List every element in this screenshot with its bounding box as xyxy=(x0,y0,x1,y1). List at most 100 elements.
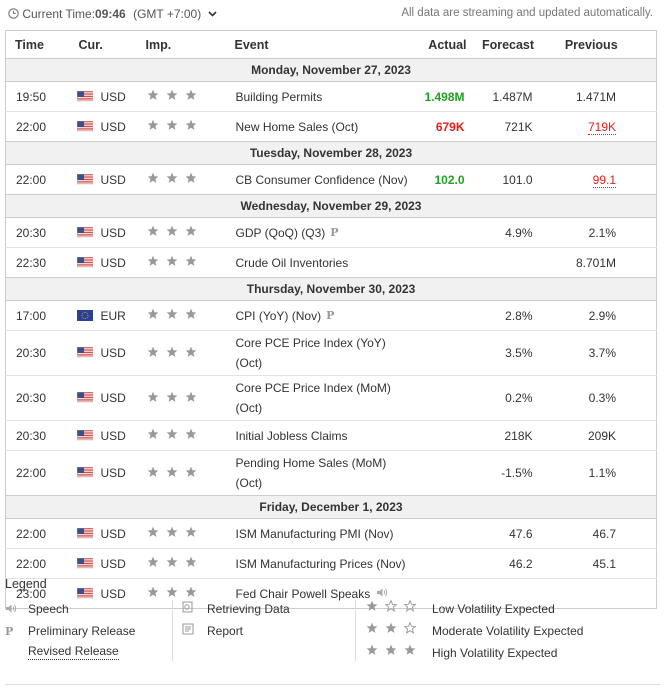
column-header[interactable]: Event xyxy=(225,30,416,59)
event-cell: ISM Manufacturing Prices (Nov) xyxy=(225,548,416,579)
speech-icon xyxy=(377,588,388,597)
column-header[interactable]: Forecast xyxy=(470,30,546,59)
previous: 46.7 xyxy=(592,526,616,541)
event-row[interactable]: 22:00 USD CB Consumer Confidence (Nov) 102.… xyxy=(5,164,657,195)
column-header[interactable]: Cur. xyxy=(70,30,141,59)
forecast-cell: -1.5% xyxy=(470,450,546,496)
event[interactable]: ISM Manufacturing PMI (Nov) xyxy=(235,526,394,541)
time: 20:30 xyxy=(5,420,71,451)
event[interactable]: New Home Sales (Oct) xyxy=(235,119,359,134)
event[interactable]: Building Permits xyxy=(235,89,323,104)
current-time-label: Current Time: xyxy=(22,7,96,21)
event-cell: CPI (YoY) (Nov) P xyxy=(225,300,416,331)
column-header[interactable]: Time xyxy=(5,30,71,59)
day-row: Monday, November 27, 2023 xyxy=(5,58,657,82)
legend-title: Legend xyxy=(5,577,47,591)
flag xyxy=(76,256,93,268)
flag xyxy=(76,120,93,132)
event[interactable]: Fed Chair Powell Speaks xyxy=(235,586,371,601)
event-row[interactable]: 20:30 USD Core PCE Price Index (YoY) (Oct)… xyxy=(5,330,657,376)
importance-stars xyxy=(147,172,204,187)
event[interactable]: Pending Home Sales (MoM) (Oct) xyxy=(235,456,387,490)
legend-item: High Volatility Expected xyxy=(366,642,557,660)
column-header[interactable]: Actual xyxy=(415,30,471,59)
star xyxy=(147,556,158,568)
legend-label: High Volatility Expected xyxy=(432,646,558,660)
importance-cell xyxy=(140,450,226,496)
legend-label: Report xyxy=(207,624,244,638)
star xyxy=(166,428,177,440)
previous[interactable]: 719K xyxy=(587,119,616,135)
legend-label: Low Volatility Expected xyxy=(432,602,555,616)
event[interactable]: CPI (YoY) (Nov) xyxy=(235,308,322,323)
star xyxy=(185,556,196,568)
event-row[interactable]: 22:00 USD Pending Home Sales (MoM) (Oct) -1… xyxy=(5,450,657,496)
forecast: 721K xyxy=(504,119,533,134)
importance-cell xyxy=(140,420,226,451)
flag xyxy=(76,391,93,404)
star xyxy=(185,225,196,237)
previous-cell: 2.1% xyxy=(545,217,657,248)
current-time-value: 09:46 xyxy=(95,7,126,21)
star xyxy=(403,621,417,634)
current-time[interactable]: Current Time:09:46 (GMT +7:00) xyxy=(8,7,217,21)
star xyxy=(366,622,378,633)
star xyxy=(166,172,177,184)
actual-cell: 679K xyxy=(415,111,471,142)
event-cell: GDP (QoQ) (Q3) P xyxy=(225,217,416,248)
currency: USD xyxy=(100,586,126,601)
currency: USD xyxy=(100,255,126,270)
event-row[interactable]: 20:30 USD Core PCE Price Index (MoM) (Oct)… xyxy=(5,375,657,421)
forecast-cell xyxy=(470,578,546,609)
previous-cell: 0.3% xyxy=(545,375,657,421)
forecast: 218K xyxy=(504,428,533,443)
time: 22:30 xyxy=(5,247,71,278)
day-row: Thursday, November 30, 2023 xyxy=(5,277,657,301)
flag xyxy=(76,173,93,185)
importance-stars xyxy=(147,346,204,361)
flag xyxy=(76,90,93,102)
legend-item: Report xyxy=(182,622,243,640)
star xyxy=(185,308,196,320)
event-cell: Core PCE Price Index (MoM) (Oct) xyxy=(225,375,416,421)
previous[interactable]: 99.1 xyxy=(592,172,616,188)
event-row[interactable]: 17:00 EUR CPI (YoY) (Nov) P 2.8% 2.9% xyxy=(5,300,657,331)
previous: 3.7% xyxy=(588,346,616,360)
previous: 8.701M xyxy=(575,255,616,270)
forecast: 0.2% xyxy=(505,391,533,405)
legend-label: Moderate Volatility Expected xyxy=(432,624,584,638)
time: 22:00 xyxy=(5,164,71,195)
event-row[interactable]: 19:50 USD Building Permits 1.498M 1.487M 1.47… xyxy=(5,81,657,112)
event-row[interactable]: 20:30 USD GDP (QoQ) (Q3) P 4.9% 2.1% xyxy=(5,217,657,248)
event-row[interactable]: 22:30 USD Crude Oil Inventories 8.701M xyxy=(5,247,657,278)
event[interactable]: Crude Oil Inventories xyxy=(235,255,349,270)
event[interactable]: CB Consumer Confidence (Nov) xyxy=(235,172,408,187)
event-row[interactable]: 22:00 USD New Home Sales (Oct) 679K 721K 719K xyxy=(5,111,657,142)
importance-stars xyxy=(147,225,204,240)
event[interactable]: GDP (QoQ) (Q3) xyxy=(235,225,326,240)
event-row[interactable]: 22:00 USD ISM Manufacturing Prices (Nov) 46… xyxy=(5,548,657,579)
previous: 45.1 xyxy=(592,556,616,571)
event[interactable]: ISM Manufacturing Prices (Nov) xyxy=(235,556,406,571)
column-header[interactable]: Imp. xyxy=(140,30,226,59)
importance-stars xyxy=(147,89,204,104)
forecast: 2.8% xyxy=(505,308,533,323)
previous: 0.3% xyxy=(588,391,616,405)
forecast: 4.9% xyxy=(505,225,533,240)
star xyxy=(185,428,196,440)
star xyxy=(366,644,378,655)
column-header[interactable]: Previous xyxy=(545,30,657,59)
importance-stars xyxy=(366,621,423,639)
event[interactable]: Initial Jobless Claims xyxy=(235,428,348,443)
event-cell: Pending Home Sales (MoM) (Oct) xyxy=(225,450,416,496)
event-row[interactable]: 22:00 USD ISM Manufacturing PMI (Nov) 47.6 4… xyxy=(5,518,657,549)
actual: 679K xyxy=(435,119,465,134)
star xyxy=(185,255,196,267)
event-row[interactable]: 20:30 USD Initial Jobless Claims 218K 209K xyxy=(5,420,657,451)
legend-item: P Preliminary Release xyxy=(5,622,135,640)
event-row[interactable]: 23:00 USD Fed Chair Powell Speaks xyxy=(5,578,657,609)
event[interactable]: Core PCE Price Index (YoY) (Oct) xyxy=(235,336,386,370)
event[interactable]: Core PCE Price Index (MoM) (Oct) xyxy=(235,381,391,415)
currency: USD xyxy=(100,346,126,360)
